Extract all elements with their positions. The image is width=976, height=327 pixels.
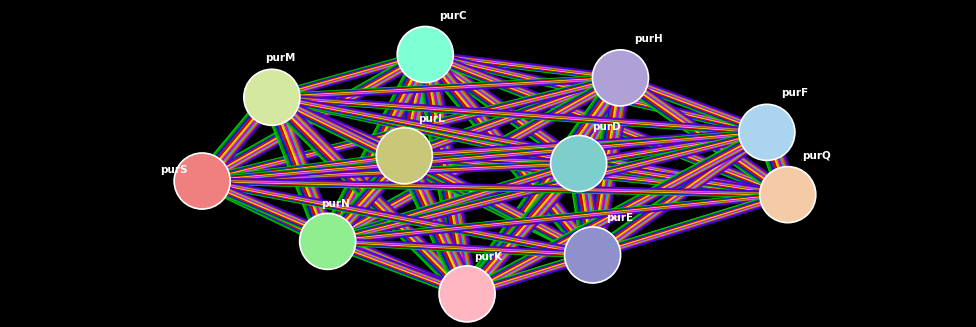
Text: purN: purN — [321, 199, 349, 209]
Text: purK: purK — [474, 252, 502, 262]
Ellipse shape — [759, 167, 816, 223]
Ellipse shape — [592, 50, 648, 106]
Ellipse shape — [377, 128, 432, 184]
Text: purC: purC — [439, 11, 467, 21]
Ellipse shape — [739, 104, 794, 160]
Ellipse shape — [550, 135, 607, 192]
Text: purS: purS — [160, 165, 187, 175]
Text: purH: purH — [634, 34, 663, 44]
Text: purQ: purQ — [801, 151, 831, 161]
Text: purM: purM — [264, 53, 296, 63]
Ellipse shape — [174, 153, 230, 209]
Text: purL: purL — [419, 114, 445, 124]
Text: purF: purF — [781, 89, 808, 98]
Ellipse shape — [244, 69, 300, 125]
Ellipse shape — [300, 213, 355, 269]
Text: purD: purD — [592, 122, 621, 131]
Ellipse shape — [564, 227, 621, 283]
Text: purE: purE — [606, 213, 633, 223]
Ellipse shape — [439, 266, 495, 322]
Ellipse shape — [397, 26, 453, 82]
